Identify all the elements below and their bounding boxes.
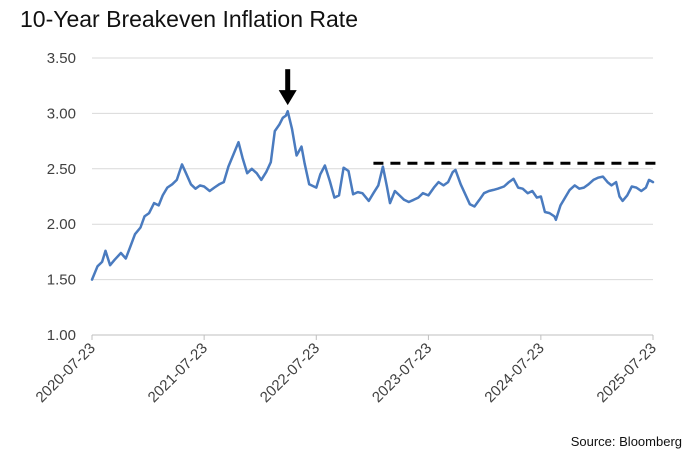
y-axis-labels: 1.00 1.50 2.00 2.50 3.00 3.50 [47, 50, 76, 344]
peak-arrow-head [278, 90, 297, 106]
breakeven-series-line [90, 109, 655, 281]
chart-title: 10-Year Breakeven Inflation Rate [20, 6, 358, 32]
annotations [278, 69, 658, 165]
y-tick-label: 1.50 [47, 272, 76, 289]
x-tick-label: 2022-07-23 [257, 340, 323, 406]
x-tick-label: 2025-07-23 [594, 340, 660, 406]
x-tick-label: 2020-07-23 [33, 340, 99, 406]
y-tick-label: 2.50 [47, 161, 76, 178]
y-tick-label: 3.00 [47, 105, 76, 122]
source-note: Source: Bloomberg [570, 434, 682, 449]
y-tick-label: 2.00 [47, 216, 76, 233]
y-tick-label: 3.50 [47, 50, 76, 67]
x-axis [91, 334, 654, 340]
series-layer [90, 109, 655, 281]
x-tick-label: 2024-07-23 [481, 340, 547, 406]
x-tick-label: 2021-07-23 [145, 340, 211, 406]
y-tick-label: 1.00 [47, 327, 76, 344]
x-axis-labels: 2020-07-23 2021-07-23 2022-07-23 2023-07-23… [33, 340, 660, 406]
x-tick-label: 2023-07-23 [369, 340, 435, 406]
